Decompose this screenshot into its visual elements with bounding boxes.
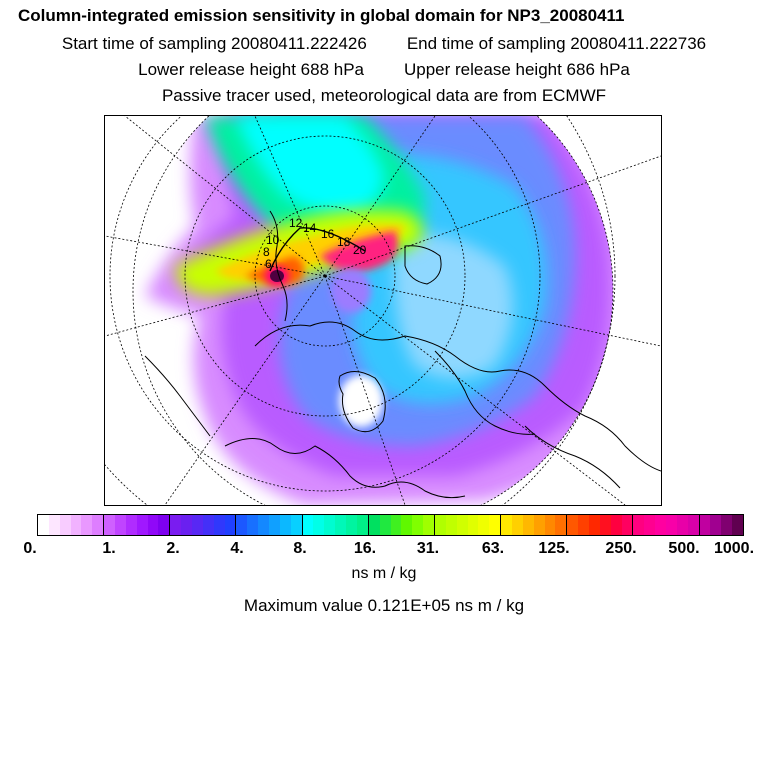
release-heights: Lower release height 688 hPa Upper releas… [0, 60, 768, 80]
colorbar-segment [147, 515, 159, 535]
coastlines [144, 210, 661, 499]
colorbar-segment [290, 515, 303, 535]
track-label: 10 [266, 233, 280, 247]
graticule [105, 116, 661, 505]
colorbar-segment [247, 515, 259, 535]
colorbar-segment [467, 515, 479, 535]
start-time: Start time of sampling 20080411.222426 [61, 34, 367, 53]
colorbar-tick: 125. [538, 540, 570, 557]
colorbar-segment [489, 515, 502, 535]
colorbar-segment [224, 515, 237, 535]
colorbar-segment [655, 515, 666, 535]
colorbar-segment [544, 515, 556, 535]
colorbar-segment [136, 515, 148, 535]
colorbar-segment [511, 515, 523, 535]
colorbar-segment [356, 515, 369, 535]
colorbar-tick: 63. [481, 540, 505, 557]
colorbar-segment [59, 515, 71, 535]
track-label: 12 [289, 216, 303, 230]
colorbar-segment [676, 515, 688, 535]
colorbar-segment [710, 515, 722, 535]
track-label: 16 [321, 227, 335, 241]
colorbar-segment [192, 515, 203, 535]
colorbar-segment [633, 515, 645, 535]
colorbar-tick: 500. [668, 540, 700, 557]
colorbar-segment [236, 515, 248, 535]
track-label: 18 [337, 235, 351, 249]
colorbar-segment [313, 515, 325, 535]
colorbar-segment [324, 515, 336, 535]
colorbar-tick: 250. [605, 540, 637, 557]
colorbar-tick: 31. [416, 540, 440, 557]
colorbar-tick: 8. [293, 540, 307, 557]
colorbar-tick: 1. [102, 540, 116, 557]
colorbar-segment [170, 515, 182, 535]
colorbar-segment [269, 515, 280, 535]
colorbar-segment [555, 515, 568, 535]
colorbar-tick: 0. [23, 540, 37, 557]
colorbar-segment [434, 515, 446, 535]
colorbar-segment [599, 515, 611, 535]
colorbar-segment [181, 515, 193, 535]
colorbar-segment [92, 515, 105, 535]
colorbar-segment [644, 515, 656, 535]
colorbar-segment [81, 515, 93, 535]
colorbar-segment [258, 515, 270, 535]
colorbar-segment [567, 515, 579, 535]
colorbar-segment [368, 515, 380, 535]
colorbar-segment [158, 515, 171, 535]
colorbar-segment [533, 515, 545, 535]
end-time: End time of sampling 20080411.222736 [406, 34, 707, 53]
colorbar-segment [445, 515, 457, 535]
colorbar-segment [501, 515, 512, 535]
colorbar-segment [456, 515, 468, 535]
maximum-value: Maximum value 0.121E+05 ns m / kg [243, 596, 525, 615]
colorbar-tick: 4. [230, 540, 244, 557]
colorbar-segment [721, 515, 733, 535]
colorbar-segment [279, 515, 291, 535]
colorbar-segment [379, 515, 391, 535]
colorbar-tick: 16. [353, 540, 377, 557]
colorbar-segment [478, 515, 490, 535]
map-title: Column-integrated emission sensitivity i… [18, 6, 625, 25]
colorbar-segment [125, 515, 137, 535]
sampling-times: Start time of sampling 20080411.222426 En… [0, 34, 768, 54]
colorbar-tick: 1000. [713, 540, 755, 557]
colorbar-segment [302, 515, 314, 535]
colorbar-segment [70, 515, 82, 535]
colorbar-segment [115, 515, 126, 535]
colorbar-segment [588, 515, 600, 535]
colorbar-segment [48, 515, 60, 535]
colorbar-segment [390, 515, 402, 535]
lower-release-height: Lower release height 688 hPa [138, 60, 364, 79]
colorbar-segment [38, 515, 49, 535]
colorbar-segment [665, 515, 677, 535]
colorbar-segment [412, 515, 424, 535]
colorbar-segment [732, 515, 743, 535]
track-label: 6 [265, 257, 272, 271]
flight-track [269, 227, 366, 272]
colorbar-segment [401, 515, 413, 535]
colorbar-segment [578, 515, 589, 535]
colorbar-segment [621, 515, 634, 535]
colorbar [37, 514, 744, 536]
colorbar-segment [699, 515, 711, 535]
colorbar-segment [423, 515, 435, 535]
colorbar-segment [522, 515, 534, 535]
colorbar-segment [213, 515, 225, 535]
colorbar-segment [346, 515, 357, 535]
domain-boundary [132, 116, 614, 505]
tracer-note: Passive tracer used, meteorological data… [161, 86, 607, 105]
colorbar-units: ns m / kg [351, 565, 417, 582]
track-label: 8 [263, 245, 270, 259]
sensitivity-field [145, 116, 613, 505]
colorbar-segment [335, 515, 347, 535]
sensitivity-map: 12 14 16 18 20 10 8 6 [104, 115, 662, 506]
colorbar-segment [202, 515, 214, 535]
colorbar-segment [104, 515, 116, 535]
colorbar-segment [687, 515, 700, 535]
colorbar-segment [610, 515, 622, 535]
upper-release-height: Upper release height 686 hPa [404, 60, 630, 79]
colorbar-tick: 2. [166, 540, 180, 557]
